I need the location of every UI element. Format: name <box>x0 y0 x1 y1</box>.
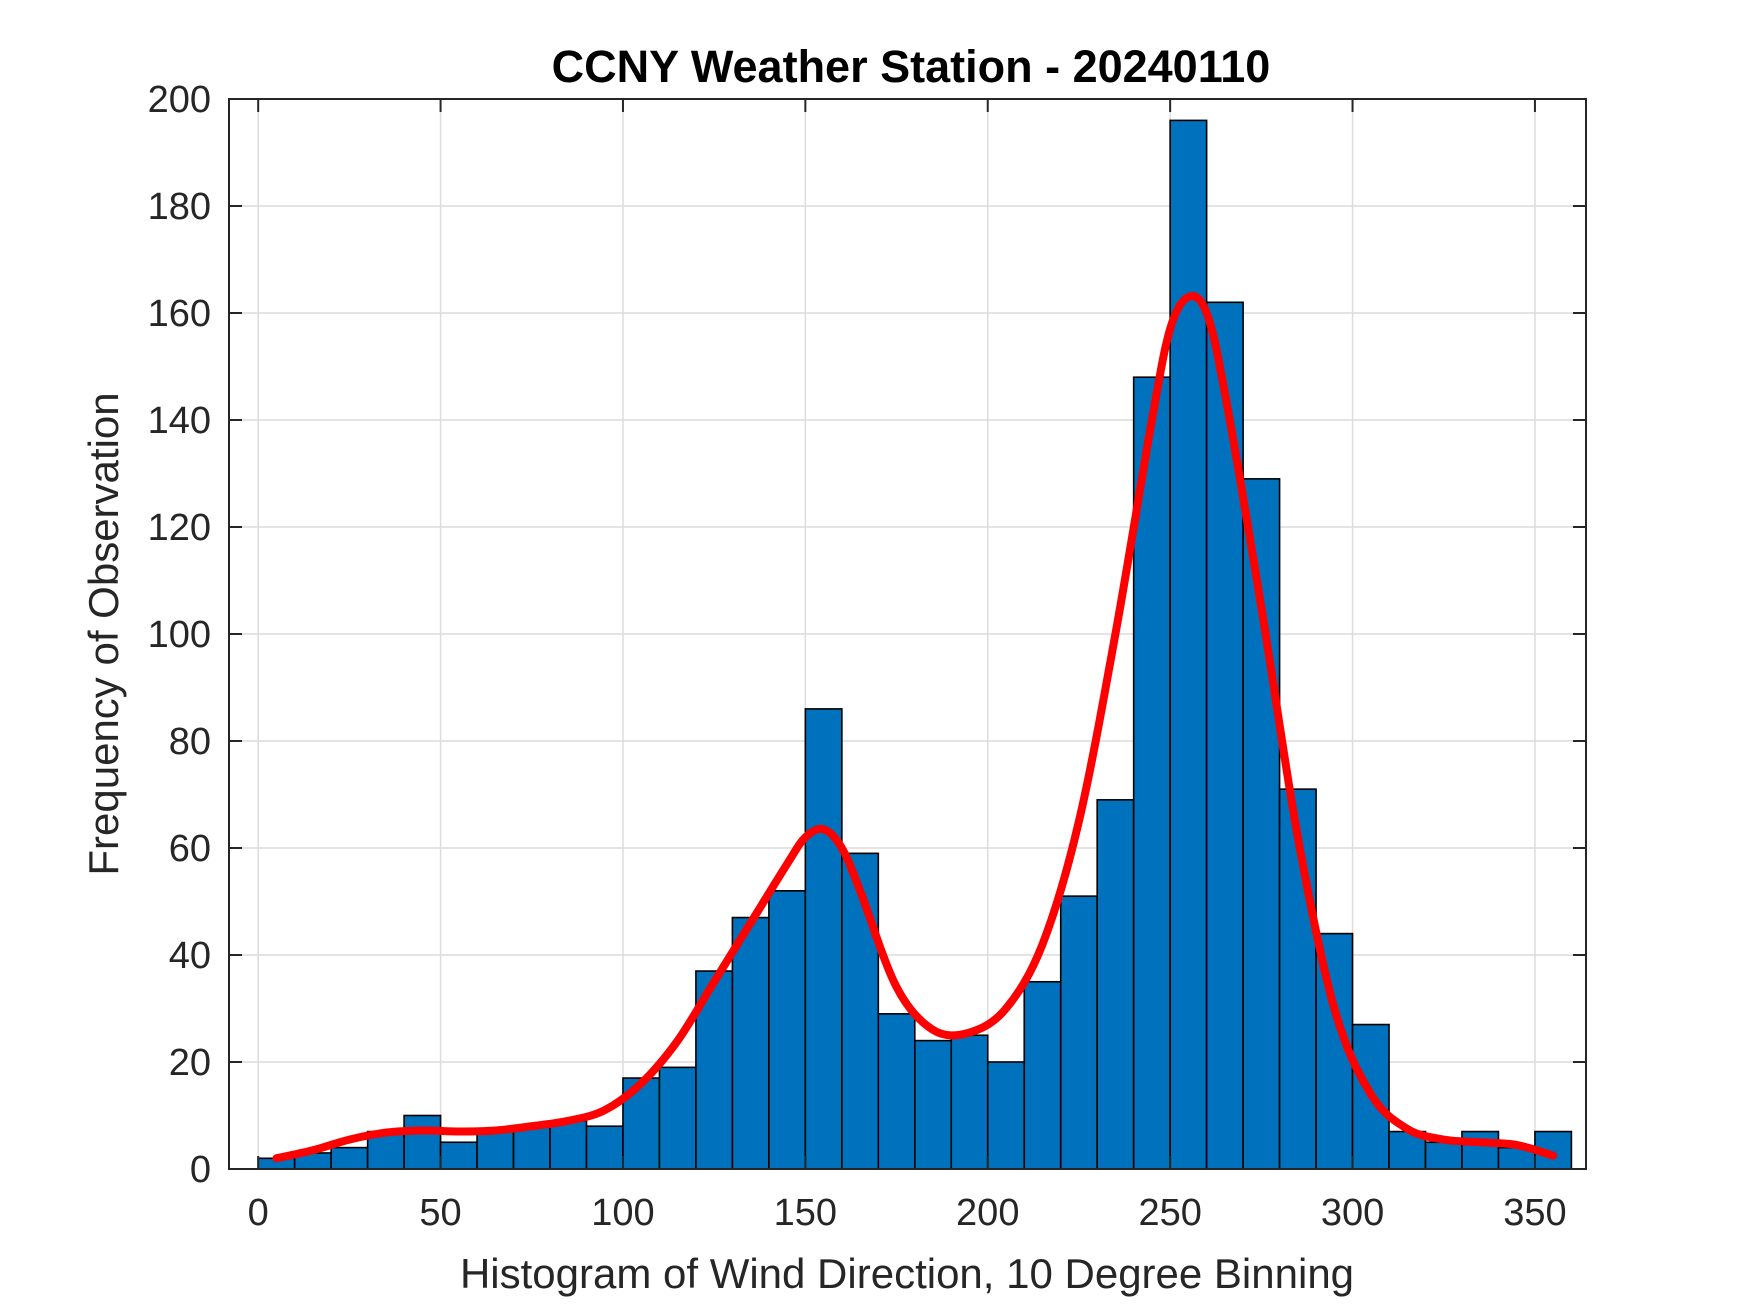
y-tick-label: 0 <box>190 1149 211 1191</box>
histogram-bar <box>804 708 843 1170</box>
histogram-bar <box>1169 119 1208 1170</box>
histogram-bar <box>585 1125 624 1170</box>
x-axis-label: Histogram of Wind Direction, 10 Degree B… <box>460 1250 1354 1297</box>
plot-area <box>228 98 1587 1170</box>
y-tick-label: 140 <box>148 400 211 442</box>
chart-title: CCNY Weather Station - 20240110 <box>552 41 1271 92</box>
x-tick-label: 50 <box>419 1192 461 1234</box>
histogram-bar <box>1096 799 1135 1170</box>
histogram-bar <box>1023 980 1062 1170</box>
x-tick-label: 350 <box>1503 1192 1566 1234</box>
x-tick-label: 100 <box>591 1192 654 1234</box>
x-tick-label: 200 <box>956 1192 1019 1234</box>
histogram-bar <box>1205 301 1244 1170</box>
y-tick-labels: 0 20 40 60 80 100 120 140 160 180 200 <box>148 79 211 1191</box>
histogram-bar <box>403 1114 442 1170</box>
histogram-bar <box>768 889 807 1170</box>
y-tick-label: 200 <box>148 79 211 121</box>
y-tick-label: 20 <box>169 1042 211 1084</box>
y-tick-label: 120 <box>148 507 211 549</box>
histogram-bar <box>950 1034 989 1170</box>
histogram-bar <box>877 1013 916 1170</box>
x-tick-label: 150 <box>774 1192 837 1234</box>
y-tick-label: 60 <box>169 828 211 870</box>
histogram-bar <box>841 852 880 1170</box>
histogram-bar <box>1242 478 1281 1170</box>
histogram-bar <box>1059 895 1098 1170</box>
histogram-bar <box>658 1066 697 1170</box>
axis-ticks <box>229 98 1586 1170</box>
histogram-bar <box>1424 1141 1463 1170</box>
histogram-bar <box>439 1141 478 1170</box>
histogram-bar <box>731 916 770 1170</box>
x-tick-label: 0 <box>248 1192 269 1234</box>
x-tick-label: 250 <box>1138 1192 1201 1234</box>
histogram-bar <box>330 1146 369 1170</box>
histogram-bar <box>512 1125 551 1170</box>
histogram-bar <box>476 1130 515 1170</box>
x-tick-labels: 0 50 100 150 200 250 300 350 <box>248 1192 1567 1234</box>
x-tick-label: 300 <box>1321 1192 1384 1234</box>
y-tick-label: 40 <box>169 935 211 977</box>
histogram-bar <box>986 1061 1026 1170</box>
y-tick-label: 160 <box>148 293 211 335</box>
histogram-bar <box>1461 1130 1500 1170</box>
histogram-bar <box>549 1120 588 1170</box>
y-tick-label: 100 <box>148 614 211 656</box>
histogram-bar <box>913 1039 953 1170</box>
fit-curve-layer <box>272 292 1558 1163</box>
y-axis-label: Frequency of Observation <box>80 392 127 875</box>
y-tick-label: 180 <box>148 186 211 228</box>
fit-curve <box>272 292 1558 1163</box>
y-tick-label: 80 <box>169 721 211 763</box>
